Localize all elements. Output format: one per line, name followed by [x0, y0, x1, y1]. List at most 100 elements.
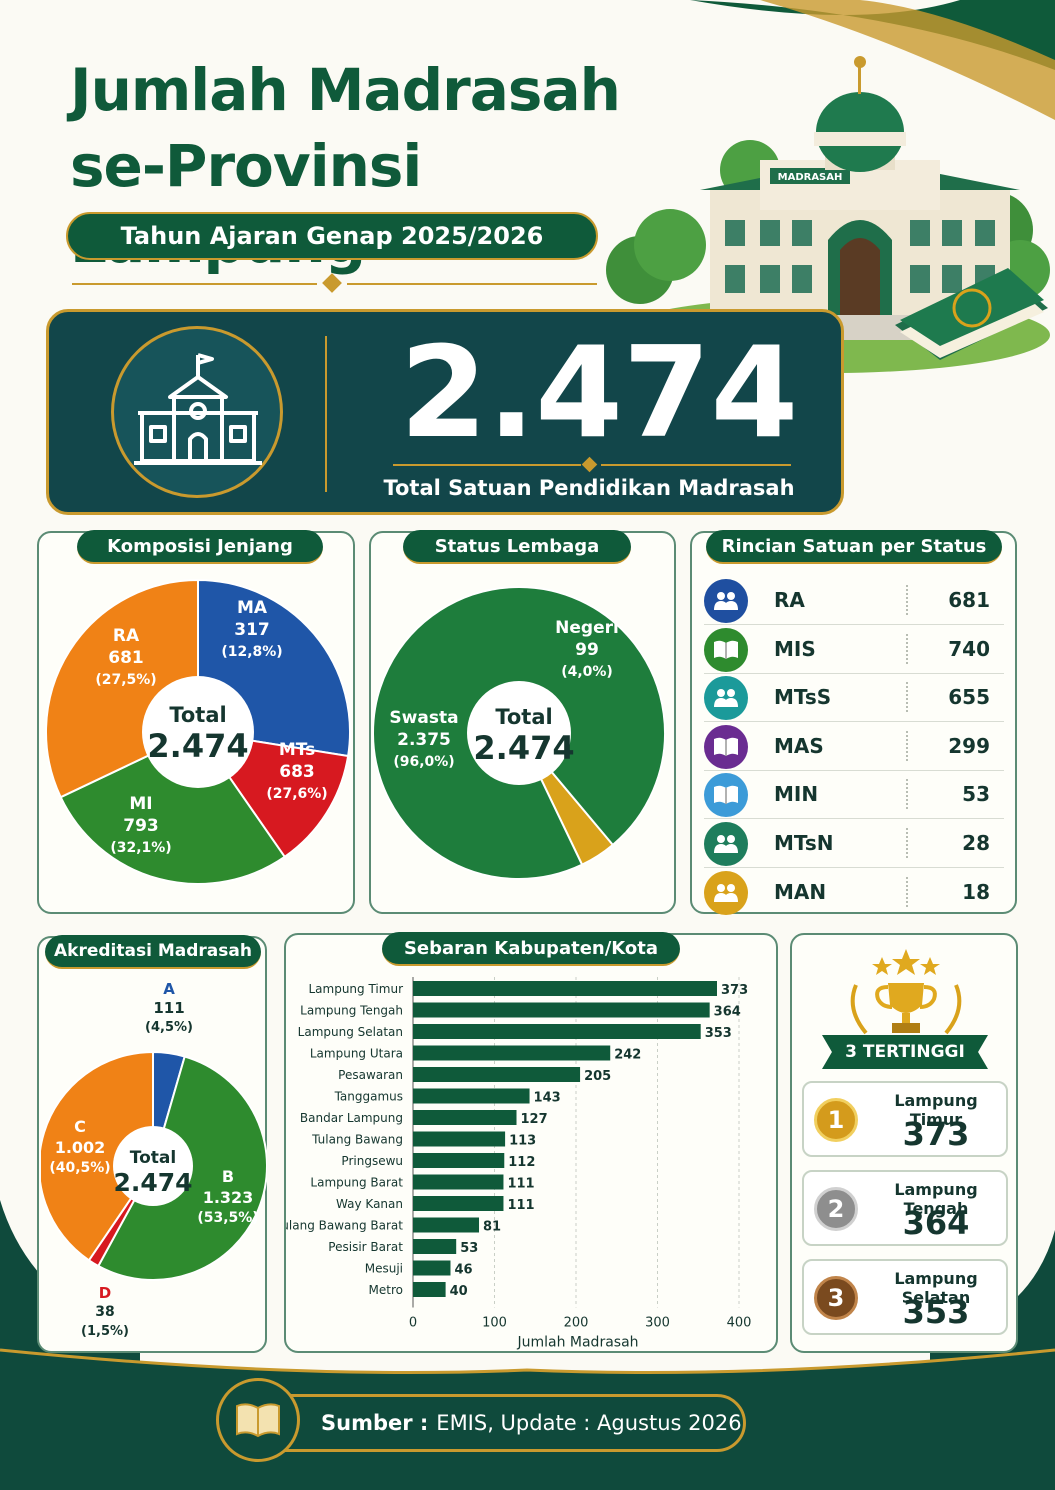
rincian-value: 53	[962, 782, 990, 807]
rincian-row-mtss: MTsS 655	[704, 674, 1004, 723]
rincian-row-man: MAN 18	[704, 869, 1004, 917]
komposisi-title: Komposisi Jenjang	[77, 530, 323, 564]
y-tick-label: Tulang Bawang Barat	[286, 1219, 403, 1233]
rincian-row-mtsn: MTsN 28	[704, 820, 1004, 868]
bar-value-label: 143	[534, 1091, 561, 1106]
gold-medal-icon: 1	[814, 1098, 858, 1142]
rincian-dotted-separator	[906, 633, 908, 664]
rank-card-2: 2 Lampung Tengah 364	[802, 1170, 1008, 1246]
bar-value-label: 46	[454, 1263, 472, 1278]
rincian-value: 740	[948, 636, 990, 661]
akreditasi-center: Total 2.474	[113, 1148, 193, 1197]
akr-label-c: C 1.002 (40,5%)	[49, 1117, 111, 1176]
header-divider-right	[347, 283, 597, 285]
x-tick-label: 200	[564, 1316, 589, 1331]
komposisi-card: Komposisi Jenjang RA 681 (27,5%) MA 317 …	[37, 530, 355, 914]
total-value: 2.474	[399, 319, 799, 466]
sebaran-title: Sebaran Kabupaten/Kota	[382, 932, 680, 966]
rincian-dotted-separator	[906, 730, 908, 761]
source-label: Sumber :	[321, 1411, 429, 1435]
rincian-dotted-separator	[906, 876, 908, 907]
y-tick-label: Lampung Timur	[308, 982, 403, 996]
bar-lampung-selatan	[413, 1024, 701, 1039]
rincian-row-ra: RA 681	[704, 577, 1004, 625]
y-tick-label: Metro	[369, 1283, 403, 1297]
rincian-value: 28	[962, 831, 990, 855]
rincian-name: RA	[774, 588, 805, 612]
y-tick-label: Mesuji	[365, 1262, 403, 1276]
book-icon	[704, 627, 748, 672]
school-icon	[111, 326, 283, 498]
top3-title: 3 TERTINGGI	[822, 1035, 988, 1069]
people-icon	[704, 579, 748, 623]
total-banner: 2.474 Total Satuan Pendidikan Madrasah	[46, 309, 844, 515]
rincian-name: MAN	[774, 879, 827, 904]
rincian-dotted-separator	[906, 779, 908, 810]
bar-value-label: 111	[507, 1198, 534, 1213]
bar-pesawaran	[413, 1067, 581, 1082]
y-tick-label: Lampung Tengah	[300, 1004, 403, 1018]
rank-card-1: 1 Lampung Timur 373	[802, 1081, 1008, 1157]
komposisi-center: Total 2.474	[147, 703, 249, 765]
bar-value-label: 113	[509, 1134, 536, 1149]
bar-value-label: 112	[508, 1155, 535, 1170]
book-icon	[704, 773, 748, 818]
rincian-name: MTsN	[774, 831, 834, 855]
status-lembaga-title: Status Lembaga	[403, 530, 631, 564]
bronze-medal-icon: 3	[814, 1276, 858, 1320]
bar-tulang-bawang	[413, 1131, 506, 1147]
rank-3-name: Lampung Selatan	[894, 1269, 978, 1307]
bar-value-label: 53	[460, 1241, 478, 1256]
book-icon	[704, 724, 748, 769]
y-tick-label: Lampung Selatan	[298, 1025, 403, 1039]
rank-2-name: Lampung Tengah	[894, 1180, 978, 1218]
rincian-value: 681	[948, 588, 990, 612]
people-icon	[704, 676, 748, 721]
book-icon	[216, 1378, 300, 1462]
rank-3-value: 353	[902, 1293, 970, 1331]
x-tick-label: 100	[482, 1316, 507, 1331]
footer-band	[0, 1348, 1055, 1490]
komposisi-slice-mts	[59, 730, 287, 885]
bar-lampung-barat	[413, 1174, 504, 1190]
bar-lampung-timur	[413, 981, 717, 996]
total-underline-left	[393, 464, 581, 466]
rincian-row-mis: MIS 740	[704, 626, 1004, 674]
bar-value-label: 373	[721, 983, 748, 998]
bar-metro	[413, 1282, 446, 1297]
y-tick-label: Tulang Bawang	[311, 1133, 403, 1147]
y-tick-label: Way Kanan	[336, 1197, 403, 1211]
bar-lampung-utara	[413, 1045, 611, 1061]
rincian-value: 18	[962, 879, 990, 904]
rank-1-value: 373	[902, 1115, 970, 1153]
bar-pesisir-barat	[413, 1239, 457, 1254]
y-tick-label: Pesawaran	[338, 1068, 403, 1082]
y-tick-label: Pringsewu	[341, 1154, 403, 1168]
bar-pringsewu	[413, 1153, 505, 1168]
bar-mesuji	[413, 1260, 451, 1276]
top3-card: 3 TERTINGGI 1 Lampung Timur 373 2 Lampun…	[790, 933, 1018, 1353]
trophy-icon	[850, 949, 962, 1035]
rincian-value: 299	[948, 733, 990, 758]
komposisi-center-hole	[142, 676, 254, 788]
bar-value-label: 111	[507, 1177, 534, 1192]
bar-tulang-bawang-barat	[413, 1217, 480, 1233]
bar-value-label: 205	[584, 1069, 611, 1084]
x-tick-label: 400	[727, 1316, 752, 1331]
pie-label-ma: MA 317 (12,8%)	[221, 598, 283, 660]
rincian-row-min: MIN 53	[704, 771, 1004, 820]
pie-label-ra: RA 681 (27,5%)	[95, 626, 157, 688]
x-tick-label: 300	[645, 1316, 670, 1331]
bar-value-label: 81	[483, 1220, 501, 1235]
bar-value-label: 364	[714, 1005, 741, 1020]
rincian-name: MIN	[774, 782, 819, 807]
x-axis-label: Jumlah Madrasah	[516, 1335, 638, 1351]
pie-label-swasta: Swasta 2.375 (96,0%)	[389, 708, 459, 770]
header-divider-left	[72, 283, 317, 285]
pie-label-negeri: Negeri 99 (4,0%)	[555, 618, 619, 680]
rank-card-3: 3 Lampung Selatan 353	[802, 1259, 1008, 1335]
rincian-dotted-separator	[906, 585, 908, 615]
bar-bandar-lampung	[413, 1110, 517, 1125]
rincian-dotted-separator	[906, 682, 908, 713]
rincian-dotted-separator	[906, 828, 908, 858]
